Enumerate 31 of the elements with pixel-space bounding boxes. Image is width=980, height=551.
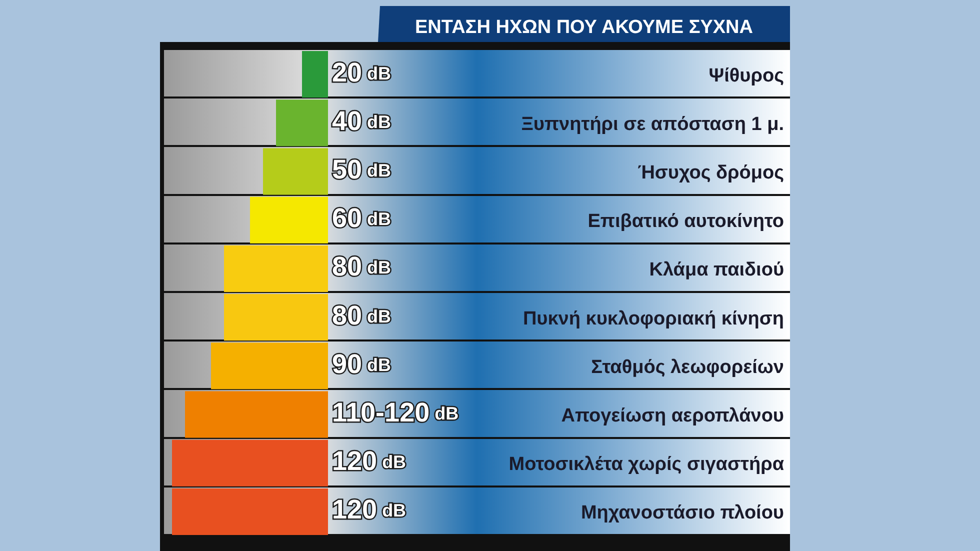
data-label: 60 dB [332,203,392,234]
bar [172,440,328,486]
bar [172,488,328,535]
bar [276,100,328,146]
bar [263,148,328,195]
y-tick-label: Ήσυχος δρόμος [638,162,784,184]
y-tick-label: Κλάμα παιδιού [649,260,784,281]
y-tick-label: Μοτοσικλέτα χωρίς σιγαστήρα [508,454,784,476]
data-label: 80 dB [332,300,392,330]
data-label: 20 dB [332,57,392,88]
data-label: 90 dB [332,349,392,380]
bar [224,294,328,341]
bar [185,391,328,438]
text: ΕΝΤΑΣΗ ΗΧΩΝ ΠΟΥ ΑΚΟΥΜΕ ΣΥΧΝΑ [414,17,754,38]
y-tick-label: Ξυπνητήρι σε απόσταση 1 μ. [521,114,784,135]
data-label: 120 dB [332,494,406,525]
bar [211,342,328,390]
y-tick-label: Μηχανοστάσιο πλοίου [580,502,784,524]
data-label: 40 dB [332,106,392,136]
y-tick-label: Επιβατικό αυτοκίνητο [588,211,784,232]
data-label: 110-120 dB [332,398,459,428]
y-tick-label: Απογείωση αεροπλάνου [561,406,784,427]
bar [224,245,328,292]
y-tick-label: Ψίθυρος [708,65,784,86]
data-label: 50 dB [332,154,392,185]
y-tick-label: Πυκνή κυκλοφοριακή κίνηση [522,308,784,330]
bar [250,196,328,244]
data-label: 80 dB [332,252,392,282]
y-tick-label: Σταθμός λεωφορείων [591,356,784,378]
bar [302,51,328,98]
data-label: 120 dB [332,446,406,476]
